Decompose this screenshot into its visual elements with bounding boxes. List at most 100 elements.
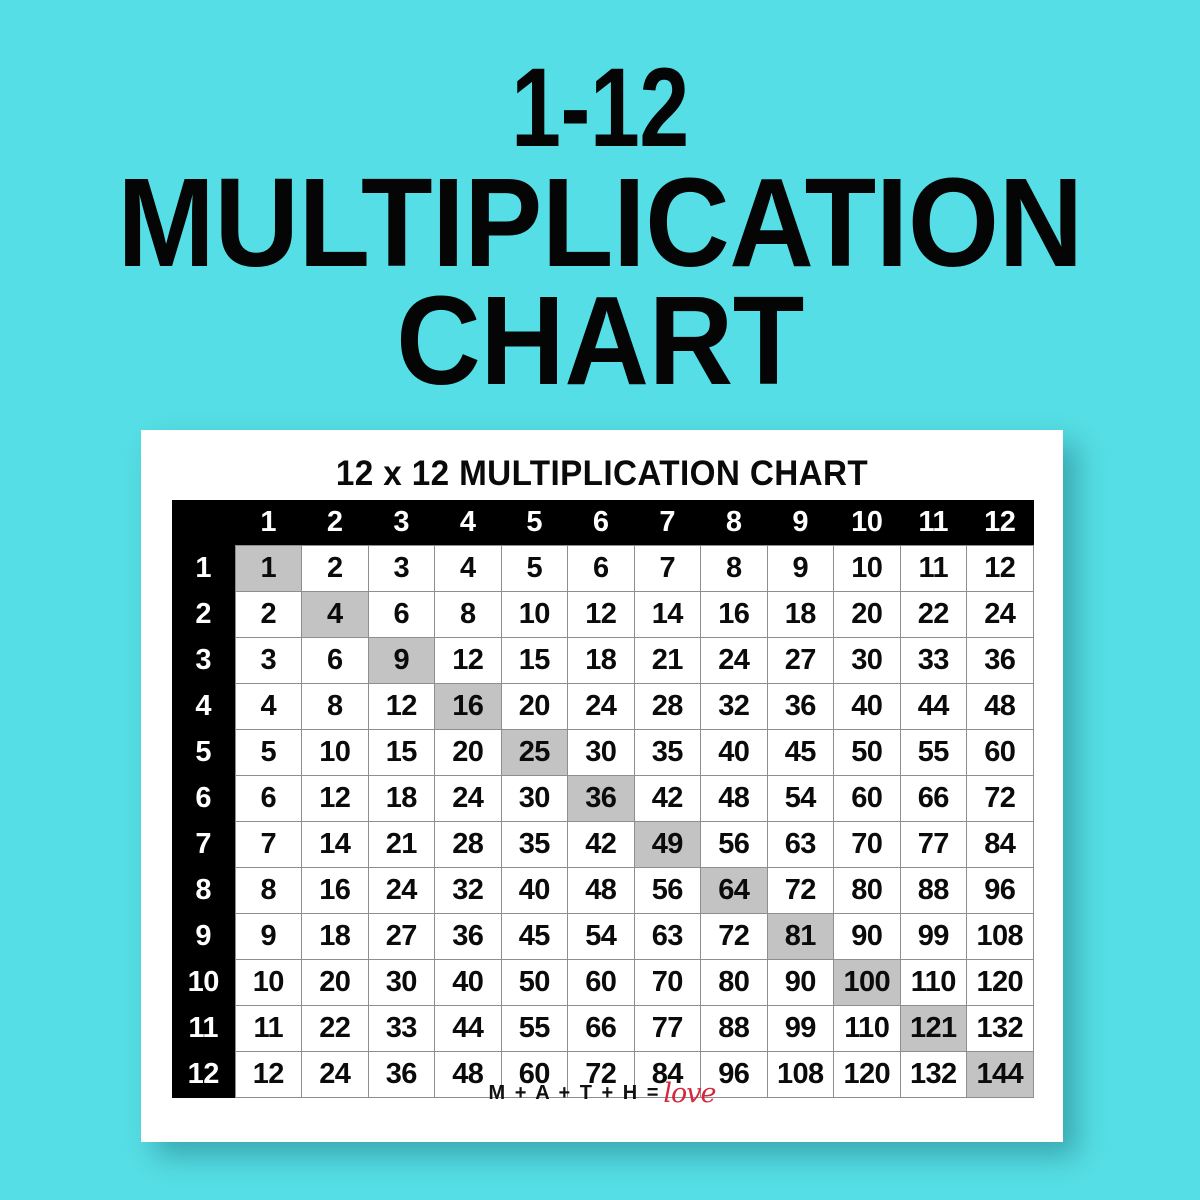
product-cell-6x12: 72 [966, 775, 1034, 822]
product-cell-8x12: 96 [966, 867, 1034, 914]
product-cell-3x5: 15 [500, 637, 568, 684]
product-cell-1x2: 2 [301, 545, 369, 592]
product-cell-10x4: 40 [434, 959, 502, 1006]
product-cell-9x1: 9 [234, 913, 302, 960]
product-cell-9x11: 99 [899, 913, 967, 960]
product-cell-4x11: 44 [899, 683, 967, 730]
product-cell-1x5: 5 [500, 545, 568, 592]
product-cell-2x10: 20 [833, 591, 901, 638]
product-cell-2x8: 16 [700, 591, 768, 638]
product-cell-12x10: 120 [833, 1051, 901, 1098]
column-header-4: 4 [434, 500, 501, 546]
row-header-6: 6 [172, 775, 235, 822]
table-row: 1 1 2 3 4 5 6 7 8 9 10 11 12 [172, 545, 1034, 592]
product-cell-2x7: 14 [633, 591, 701, 638]
product-cell-4x3: 12 [367, 683, 435, 730]
product-cell-1x9: 9 [766, 545, 834, 592]
product-cell-12x3: 36 [367, 1051, 435, 1098]
product-cell-2x9: 18 [766, 591, 834, 638]
product-cell-3x8: 24 [700, 637, 768, 684]
column-header-7: 7 [634, 500, 701, 546]
product-cell-1x3: 3 [367, 545, 435, 592]
product-cell-7x1: 7 [234, 821, 302, 868]
product-cell-8x9: 72 [766, 867, 834, 914]
row-header-7: 7 [172, 821, 235, 868]
product-cell-8x1: 8 [234, 867, 302, 914]
product-cell-7x12: 84 [966, 821, 1034, 868]
product-cell-5x3: 15 [367, 729, 435, 776]
product-cell-12x7: 84 [633, 1051, 701, 1098]
product-cell-11x4: 44 [434, 1005, 502, 1052]
table-row: 4 4 8 12 16 20 24 28 32 36 40 44 48 [172, 683, 1034, 730]
column-header-3: 3 [368, 500, 435, 546]
product-cell-9x10: 90 [833, 913, 901, 960]
product-cell-5x8: 40 [700, 729, 768, 776]
product-cell-6x10: 60 [833, 775, 901, 822]
product-cell-1x10: 10 [833, 545, 901, 592]
product-cell-12x5: 60 [500, 1051, 568, 1098]
brand-wordmark: M + A + T + H = love [141, 1078, 1063, 1109]
product-cell-11x3: 33 [367, 1005, 435, 1052]
product-cell-2x5: 10 [500, 591, 568, 638]
product-cell-11x8: 88 [700, 1005, 768, 1052]
product-cell-8x4: 32 [434, 867, 502, 914]
product-cell-10x12: 120 [966, 959, 1034, 1006]
product-cell-11x2: 22 [301, 1005, 369, 1052]
multiplication-table-wrapper: 1 2 3 4 5 6 7 8 9 10 11 12 1 1 2 3 4 5 6 7 8 9 10 11 12 2 2 4 6 8 10 1… [172, 500, 1034, 1098]
wordmark-math-text: M + A + T + H = [488, 1082, 661, 1104]
product-cell-8x6: 48 [567, 867, 635, 914]
product-cell-3x11: 33 [899, 637, 967, 684]
product-cell-5x6: 30 [567, 729, 635, 776]
product-cell-9x9: 81 [766, 913, 834, 960]
table-row: 7 7 14 21 28 35 42 49 56 63 70 77 84 [172, 821, 1034, 868]
product-cell-7x4: 28 [434, 821, 502, 868]
product-cell-12x6: 72 [567, 1051, 635, 1098]
product-cell-10x7: 70 [633, 959, 701, 1006]
table-row: 11 11 22 33 44 55 66 77 88 99 110 121 132 [172, 1005, 1034, 1052]
table-body: 1 1 2 3 4 5 6 7 8 9 10 11 12 2 2 4 6 8 10 12 14 16 18 20 22 24 3 3 6… [172, 545, 1034, 1098]
page-title: 1-12 MULTIPLICATION CHART [0, 45, 1200, 403]
product-cell-6x9: 54 [766, 775, 834, 822]
product-cell-5x12: 60 [966, 729, 1034, 776]
row-header-8: 8 [172, 867, 235, 914]
product-cell-1x6: 6 [567, 545, 635, 592]
product-cell-1x8: 8 [700, 545, 768, 592]
row-header-10: 10 [172, 959, 235, 1006]
product-cell-9x3: 27 [367, 913, 435, 960]
product-cell-9x4: 36 [434, 913, 502, 960]
product-cell-6x11: 66 [899, 775, 967, 822]
wordmark-love-text: love [663, 1078, 716, 1109]
product-cell-4x5: 20 [500, 683, 568, 730]
row-header-9: 9 [172, 913, 235, 960]
column-header-11: 11 [900, 500, 967, 546]
product-cell-12x2: 24 [301, 1051, 369, 1098]
product-cell-10x10: 100 [833, 959, 901, 1006]
product-cell-6x2: 12 [301, 775, 369, 822]
product-cell-3x3: 9 [367, 637, 435, 684]
title-line-range: 1-12 [511, 45, 689, 170]
table-corner-cell [172, 500, 235, 546]
product-cell-8x7: 56 [633, 867, 701, 914]
column-header-2: 2 [301, 500, 368, 546]
product-cell-2x1: 2 [234, 591, 302, 638]
product-cell-4x10: 40 [833, 683, 901, 730]
product-cell-5x4: 20 [434, 729, 502, 776]
product-cell-1x11: 11 [899, 545, 967, 592]
product-cell-2x4: 8 [434, 591, 502, 638]
product-cell-2x3: 6 [367, 591, 435, 638]
product-cell-4x8: 32 [700, 683, 768, 730]
product-cell-8x3: 24 [367, 867, 435, 914]
product-cell-8x10: 80 [833, 867, 901, 914]
product-cell-5x9: 45 [766, 729, 834, 776]
product-cell-10x5: 50 [500, 959, 568, 1006]
product-cell-5x7: 35 [633, 729, 701, 776]
product-cell-4x4: 16 [434, 683, 502, 730]
product-cell-8x5: 40 [500, 867, 568, 914]
product-cell-10x9: 90 [766, 959, 834, 1006]
table-row: 12 12 24 36 48 60 72 84 96 108 120 132 144 [172, 1051, 1034, 1098]
product-cell-7x10: 70 [833, 821, 901, 868]
column-header-8: 8 [700, 500, 767, 546]
product-cell-1x12: 12 [966, 545, 1034, 592]
product-cell-7x3: 21 [367, 821, 435, 868]
product-cell-11x5: 55 [500, 1005, 568, 1052]
